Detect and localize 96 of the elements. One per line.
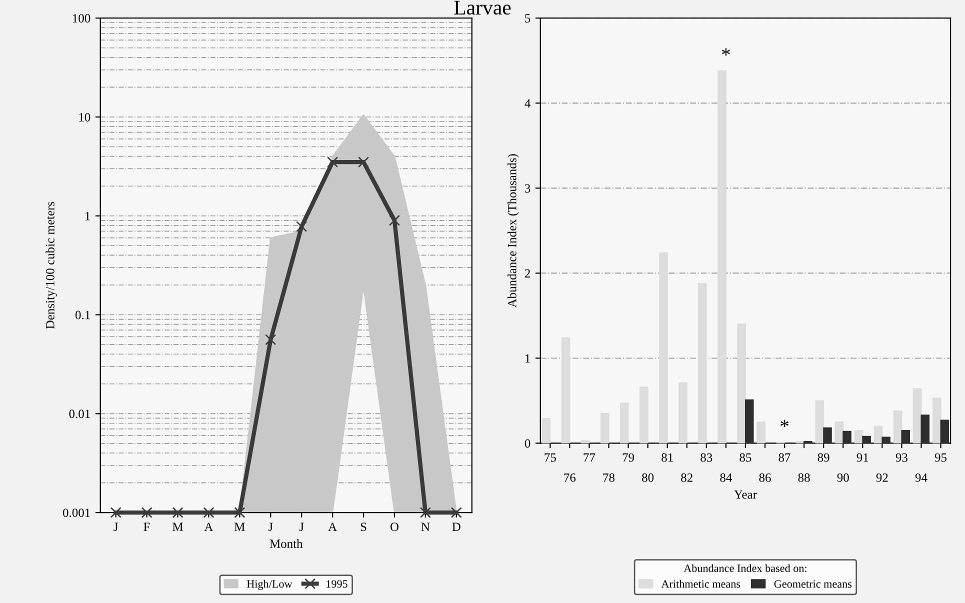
- point: [234, 506, 246, 518]
- bar: [659, 252, 668, 444]
- x-tick-label: N: [421, 522, 430, 531]
- x-tick-label: S: [360, 522, 366, 532]
- x-tick-label: O: [390, 522, 398, 532]
- y-axis-title: Density/100 cubic meters: [46, 202, 57, 329]
- y-tick-label: 5: [525, 14, 530, 23]
- x-tick-label: F: [144, 522, 150, 531]
- x-axis-title: Month: [270, 539, 303, 548]
- bar: [893, 410, 902, 444]
- y-tick-label: 100: [72, 14, 90, 23]
- bar: [561, 337, 570, 444]
- bar: [932, 398, 942, 444]
- x-tick-label: J: [114, 522, 118, 532]
- x-tick-label: 92: [876, 473, 888, 482]
- x-tick-label: 77: [584, 453, 596, 462]
- bar: [744, 399, 754, 444]
- x-tick-label: 89: [818, 453, 830, 462]
- point: [450, 506, 462, 518]
- y-tick-label: 1: [526, 354, 530, 363]
- bar: [737, 324, 746, 444]
- x-tick-label: 84: [720, 473, 732, 482]
- x-tick-label: 87: [778, 453, 790, 462]
- y-tick-label: 0.001: [62, 508, 90, 518]
- bar: [854, 430, 864, 444]
- y-tick-label: 2: [524, 269, 530, 278]
- x-tick-label: 80: [642, 473, 654, 482]
- bar: [862, 436, 871, 444]
- x-tick-label: 82: [681, 473, 692, 482]
- bar: [542, 418, 551, 444]
- bar: [600, 412, 610, 444]
- annotation: *: [722, 48, 730, 56]
- point: [420, 506, 431, 518]
- x-tick-label: 79: [622, 453, 634, 462]
- x-tick-label: 94: [915, 473, 928, 482]
- x-tick-label: 91: [856, 453, 868, 462]
- y-tick-label: 0: [524, 439, 530, 448]
- x-tick-label: A: [328, 522, 337, 531]
- x-tick-label: 88: [798, 473, 810, 482]
- point: [327, 156, 338, 168]
- x-tick-label: 78: [603, 473, 615, 482]
- bar: [920, 414, 930, 444]
- x-tick-label: 93: [896, 453, 908, 462]
- x-tick-label: 83: [700, 453, 712, 462]
- bar: [842, 430, 852, 444]
- bar: [718, 70, 726, 444]
- bar: [756, 421, 766, 444]
- y-axis-title: Abundance Index (Thousands): [508, 154, 519, 308]
- y-tick-label: 0.01: [69, 410, 90, 418]
- x-tick-label: M: [172, 522, 183, 531]
- legend-label: 1995: [326, 580, 348, 588]
- x-tick-label: A: [204, 522, 214, 531]
- x-tick-label: 75: [544, 453, 556, 462]
- bar: [580, 440, 590, 444]
- x-tick-label: D: [452, 522, 460, 531]
- x-tick-label: 95: [934, 453, 947, 462]
- annotation: *: [780, 420, 788, 428]
- y-tick-label: 10: [79, 113, 90, 122]
- x-tick-label: J: [299, 522, 304, 532]
- bar: [620, 402, 629, 444]
- point: [141, 506, 152, 518]
- bar: [834, 421, 844, 444]
- point: [203, 506, 214, 518]
- x-tick-label: 85: [740, 453, 752, 462]
- x-axis-title: Year: [734, 490, 757, 499]
- chart-title: Larvae: [454, 0, 511, 15]
- point: [265, 334, 276, 346]
- bar: [640, 386, 648, 444]
- legend-title: Abundance Index based on:: [684, 564, 806, 572]
- x-tick-label: 76: [564, 473, 576, 482]
- bar: [901, 430, 910, 444]
- bar: [678, 382, 688, 444]
- x-tick-label: 86: [759, 473, 771, 482]
- point: [358, 156, 370, 168]
- y-tick-label: 3: [525, 184, 530, 193]
- y-tick-label: 0.1: [75, 310, 90, 320]
- legend-label: High/Low: [246, 580, 292, 590]
- bar: [940, 420, 950, 444]
- bar: [882, 436, 890, 444]
- x-tick-label: 81: [662, 453, 673, 462]
- legend-label: Geometric means: [774, 580, 852, 588]
- point: [388, 214, 400, 226]
- bar: [874, 426, 883, 444]
- x-tick-label: J: [268, 522, 273, 532]
- point: [172, 506, 184, 518]
- bar: [815, 400, 824, 444]
- point: [296, 220, 308, 232]
- bar: [912, 388, 922, 444]
- point: [110, 506, 122, 518]
- x-tick-label: 90: [837, 473, 849, 482]
- x-tick-label: M: [234, 522, 245, 531]
- bar: [698, 282, 707, 444]
- bar: [823, 427, 832, 444]
- legend-label: Arithmetic means: [661, 580, 740, 588]
- y-tick-label: 4: [524, 99, 530, 108]
- y-tick-label: 1: [85, 212, 90, 220]
